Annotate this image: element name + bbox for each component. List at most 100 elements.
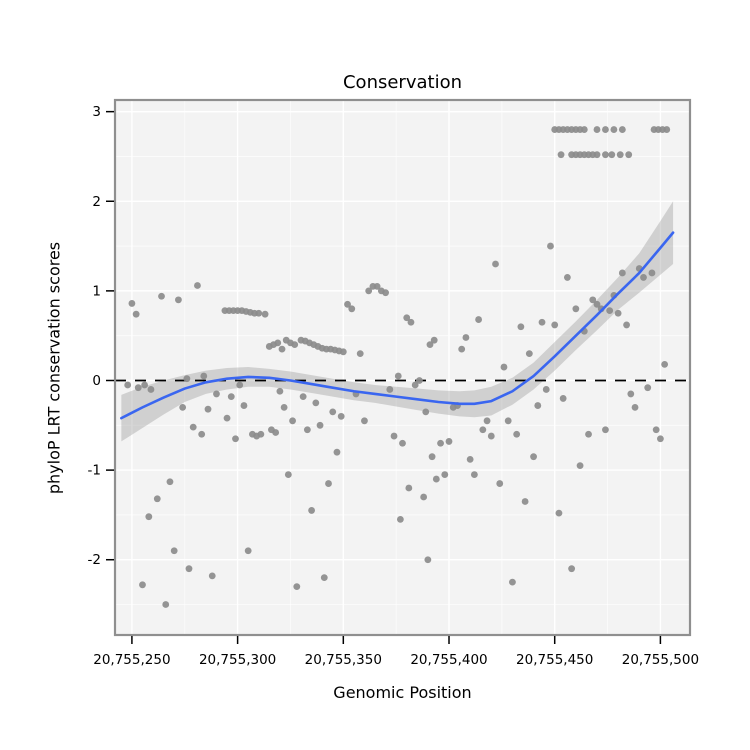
data-point	[563, 274, 571, 281]
data-point	[416, 377, 423, 384]
data-point	[198, 430, 206, 438]
data-point	[361, 417, 368, 425]
data-point	[462, 334, 470, 341]
data-point	[255, 309, 263, 317]
data-point	[356, 350, 364, 358]
data-point	[648, 269, 656, 277]
data-point	[274, 339, 282, 347]
x-tick-label: 20,755,350	[305, 652, 382, 668]
data-point	[289, 417, 296, 425]
data-point	[631, 403, 639, 411]
data-point	[479, 426, 487, 434]
data-point	[208, 572, 216, 580]
data-point	[272, 429, 280, 436]
data-point	[240, 402, 248, 409]
data-point	[373, 282, 381, 290]
data-point	[618, 269, 626, 277]
data-point	[411, 381, 419, 389]
data-point	[189, 423, 197, 431]
data-point	[426, 341, 434, 349]
data-point	[227, 393, 235, 401]
data-point	[602, 126, 609, 133]
data-point	[661, 360, 669, 368]
data-point	[430, 336, 438, 344]
data-point	[183, 375, 191, 383]
data-point	[576, 462, 584, 470]
chart-title: Conservation	[342, 72, 462, 93]
data-point	[614, 309, 622, 317]
data-point	[657, 435, 664, 443]
data-point	[276, 387, 284, 395]
data-point	[593, 151, 601, 159]
y-tick-label: 2	[92, 194, 101, 210]
data-point	[299, 393, 307, 401]
data-point	[291, 341, 299, 349]
data-point	[405, 484, 413, 492]
data-point	[557, 151, 565, 159]
data-point	[589, 296, 597, 304]
data-point	[407, 318, 415, 326]
data-point	[525, 350, 533, 358]
data-point	[139, 581, 146, 589]
data-point	[213, 390, 220, 398]
y-axis-title: phyloP LRT conservation scores	[44, 241, 64, 495]
data-point	[475, 316, 483, 323]
y-tick-label: 3	[92, 104, 101, 120]
plot-panel	[115, 100, 690, 635]
smooth-line	[120, 231, 675, 420]
data-point	[585, 430, 592, 438]
x-tick-label: 20,755,300	[199, 652, 276, 668]
data-point	[396, 515, 404, 523]
data-point	[223, 414, 231, 422]
data-point	[128, 300, 136, 307]
data-point	[509, 578, 516, 586]
data-point	[504, 417, 512, 425]
y-tick-label: -1	[88, 463, 101, 479]
data-point	[333, 448, 341, 456]
data-point	[280, 403, 288, 411]
data-point	[572, 305, 580, 313]
data-point	[580, 126, 588, 133]
data-point	[337, 412, 345, 420]
data-point	[432, 475, 440, 483]
data-point	[403, 314, 411, 322]
data-point	[593, 300, 601, 308]
x-tick-label: 20,755,400	[410, 652, 487, 668]
data-point	[329, 408, 337, 416]
data-point	[204, 405, 212, 413]
data-point	[124, 381, 132, 389]
data-point	[147, 386, 155, 393]
x-axis: 20,755,250 20,755,300 20,755,350 20,755,400…	[93, 636, 699, 668]
data-point	[517, 323, 525, 331]
data-point	[261, 310, 269, 318]
data-point	[325, 480, 332, 487]
data-point	[382, 289, 389, 297]
data-point	[640, 274, 647, 281]
data-point	[236, 381, 244, 389]
data-point	[244, 547, 252, 555]
data-point	[538, 318, 546, 326]
data-point	[492, 260, 499, 268]
data-point	[284, 471, 292, 478]
data-point	[496, 480, 504, 487]
data-point	[610, 126, 618, 133]
y-tick-label: 0	[92, 373, 101, 389]
data-point	[625, 151, 633, 159]
major-gridlines	[115, 100, 690, 635]
data-point	[627, 390, 635, 398]
data-point	[232, 435, 239, 443]
data-point	[162, 601, 170, 608]
data-point	[399, 439, 406, 447]
data-point	[644, 384, 652, 392]
data-point	[652, 426, 660, 434]
data-point	[424, 556, 432, 564]
data-point	[568, 565, 576, 573]
data-point	[513, 430, 521, 438]
x-tick-label: 20,755,450	[516, 652, 593, 668]
data-point	[390, 432, 398, 440]
x-tick-label: 20,755,500	[622, 652, 699, 668]
data-point	[308, 507, 315, 514]
y-tick-label: 1	[92, 283, 101, 299]
minor-gridlines	[115, 100, 690, 635]
